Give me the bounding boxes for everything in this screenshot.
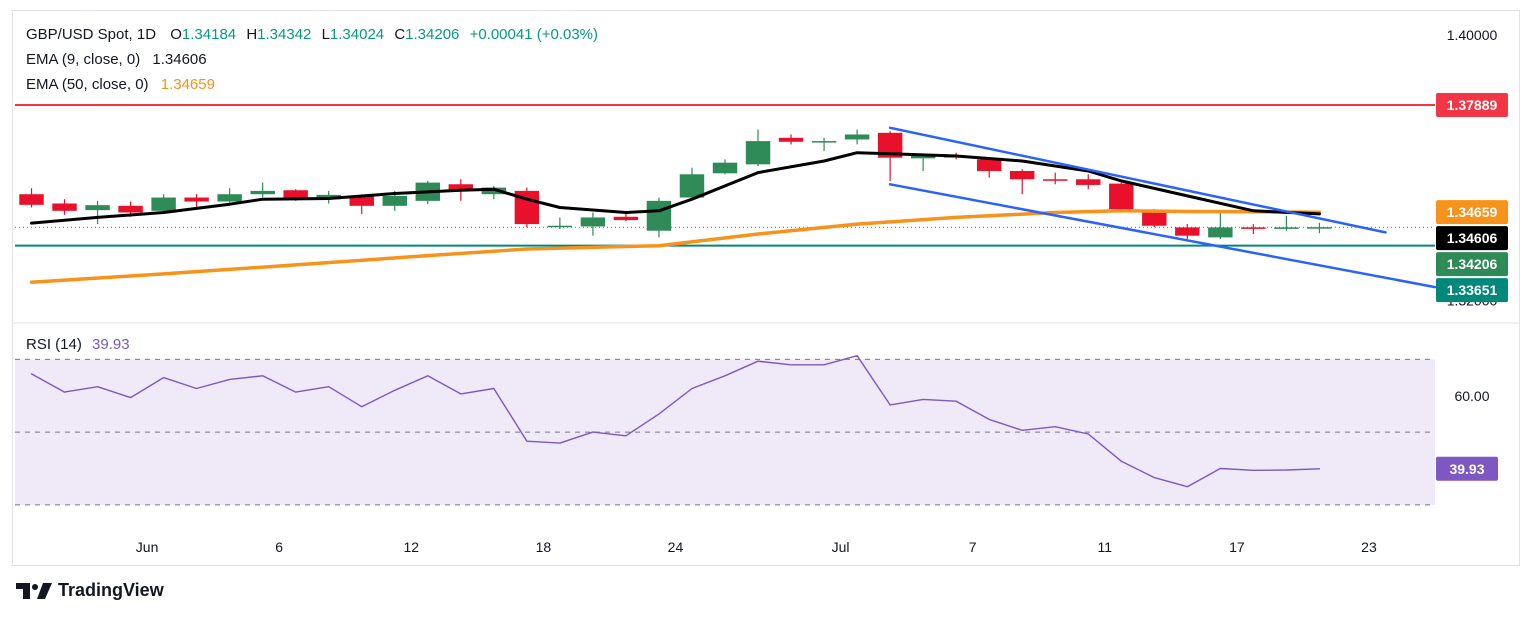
open-label: O [170,26,182,43]
candle-down [613,216,639,221]
price-tag-label: 1.37889 [1447,97,1498,113]
time-axis-tick-label: 24 [668,539,684,555]
candle-up [712,162,738,174]
candle-up [547,225,573,228]
candle-down [1241,227,1266,229]
candle-down [283,190,308,200]
time-axis-tick-label: 12 [403,539,419,555]
time-axis-tick-label: 17 [1229,539,1245,555]
rsi-value-tag-label: 39.93 [1449,461,1484,477]
candle-down [448,184,474,191]
time-axis-tick-label: Jul [832,539,850,555]
price-tag-label: 1.33651 [1447,282,1498,298]
candle-down [976,159,1002,171]
candle-up [481,187,507,195]
rsi-label: RSI (14) [26,336,82,353]
price-tag [1436,200,1508,225]
price-tag [1436,278,1508,303]
candle-down [1109,183,1134,210]
symbol-label[interactable]: GBP/USD Spot, 1D [26,26,157,43]
time-axis-tick-label: 23 [1361,539,1377,555]
price-tag-label: 1.34659 [1447,204,1498,220]
ema50-label: EMA (50, close, 0) [26,76,149,93]
candle-down [1009,170,1035,180]
high-label: H [246,26,258,43]
price-axis-tick-label: 1.40000 [1447,27,1498,43]
price-tag-label: 1.34606 [1447,230,1498,246]
ema9-value: 1.34606 [152,51,207,68]
candle-up [85,205,110,211]
legend-ohlc: GBP/USD Spot, 1D O1.34184 H1.34342 L1.34… [26,26,598,43]
rsi-line [30,355,1321,488]
rsi-value-tag [1436,456,1498,481]
candle-up [679,174,705,198]
change-value: +0.00041 (+0.03%) [469,26,598,43]
high-value: 1.34342 [257,26,312,43]
candle-down [778,137,804,142]
rsi-axis-tick-label: 60.00 [1454,388,1489,404]
candle-up [382,195,407,206]
legend-ema9[interactable]: EMA (9, close, 0) 1.34606 [26,51,207,68]
ema50-value: 1.34659 [160,76,215,93]
candle-up [580,217,606,227]
price-tag [1436,92,1508,117]
ema9-label: EMA (9, close, 0) [26,51,141,68]
low-value: 1.34024 [329,26,385,43]
candle-up [844,134,870,140]
time-axis-tick-label: 7 [969,539,977,555]
candle-down [349,195,374,206]
candle-up [1307,227,1332,229]
close-value: 1.34206 [405,26,460,43]
candle-down [1175,227,1200,236]
time-axis-tick-label: Jun [136,539,159,555]
candle-up [1208,227,1233,238]
candle-down [118,205,143,213]
rsi-value: 39.93 [92,336,130,353]
price-tag [1436,252,1508,277]
candle-down [1043,179,1068,181]
tradingview-logo[interactable]: TradingView [16,580,164,601]
candle-up [646,200,672,231]
candle-down [52,203,77,211]
candle-down [19,194,44,205]
brand-name: TradingView [58,580,164,600]
candle-down [184,197,209,202]
candle-up [910,155,936,159]
channel-upper-line [888,126,1387,234]
ema9-line [30,151,1321,225]
channel-lower-line [888,183,1437,289]
candle-down [1142,210,1167,226]
candle-up [1274,227,1299,229]
legend-ema50[interactable]: EMA (50, close, 0) 1.34659 [26,76,215,93]
price-tag-label: 1.34206 [1447,256,1498,272]
candle-up [151,197,176,211]
time-axis-tick-label: 6 [275,539,283,555]
candle-up [217,194,242,202]
chart-frame [12,10,1520,566]
candle-down [1076,179,1101,185]
tradingview-logo-icon [16,582,52,599]
ema50-line [29,209,1322,284]
low-label: L [321,26,330,43]
legend-rsi[interactable]: RSI (14) 39.93 [26,336,130,353]
time-axis-tick-label: 18 [536,539,552,555]
close-label: C [394,26,406,43]
candle-up [745,141,771,165]
price-tag [1436,226,1508,251]
open-value: 1.34184 [181,26,237,43]
time-axis-tick-label: 11 [1097,539,1112,555]
candle-up [811,141,837,143]
candle-up [250,190,275,195]
